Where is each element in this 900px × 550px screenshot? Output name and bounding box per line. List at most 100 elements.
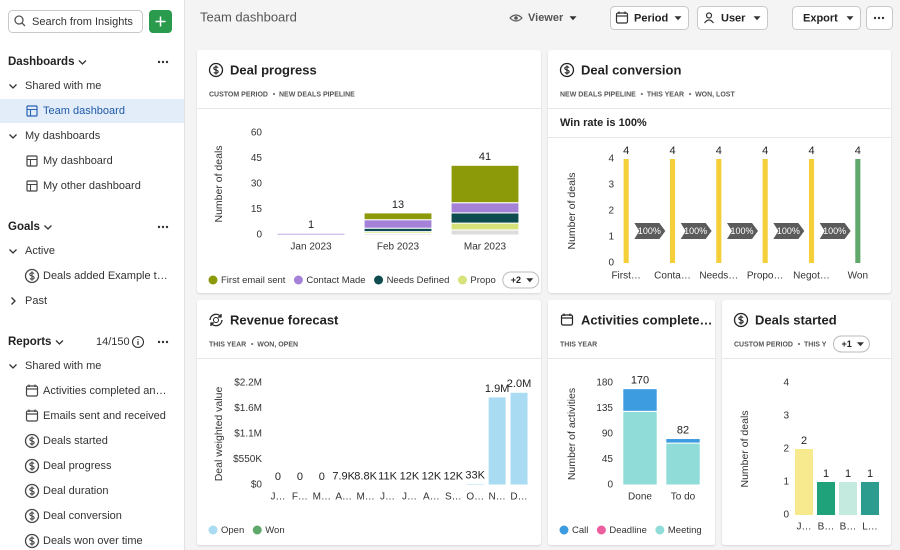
card: Activities complete…THIS YEAR04590135180… [548,300,715,545]
section-title[interactable]: Reports [8,336,51,348]
tag-separator [689,93,691,95]
nav-item[interactable]: Deal conversion [43,510,122,522]
legend-label[interactable]: Won [265,525,284,536]
tag-separator [798,343,800,345]
icon [565,65,569,74]
more-dot [162,61,164,63]
more-chip-label[interactable]: +2 [511,275,521,285]
legend-swatch [458,276,467,285]
y-axis-label: Number of deals [566,172,578,249]
legend-label[interactable]: Meeting [668,525,702,536]
sidebar: Search from Insights Dashboards Shared wit… [0,0,185,550]
y-axis-label: Number of deals [213,145,225,222]
icon [214,65,218,74]
nav-item[interactable]: Deals added Example t… [43,270,168,282]
section-title[interactable]: Dashboards [8,56,74,68]
nav-item[interactable]: My other dashboard [43,180,141,192]
value-label: 4 [669,145,675,157]
legend-label[interactable]: Needs Defined [387,275,450,286]
x-tick-label: Jan 2023 [290,242,332,253]
icon [210,314,222,326]
chart-title: Deal progress [230,62,317,77]
group-label[interactable]: Shared with me [25,360,101,372]
x-tick-label: F… [292,492,308,503]
more-dot [166,226,168,228]
more-chip-label[interactable]: +1 [841,339,851,349]
y-tick-label: 0 [607,480,613,491]
chart-title: Activities complete… [581,312,713,327]
icon [514,16,518,20]
group-label[interactable]: Shared with me [25,80,101,92]
nav-item[interactable]: Emails sent and received [43,410,166,422]
value-label: 11K [378,470,397,482]
conversion-label: 100% [730,226,753,236]
legend-label[interactable]: Deadline [609,525,647,536]
legend-swatch [294,276,303,285]
more-dot [874,17,876,19]
tag-separator [641,93,643,95]
value-label: 41 [479,151,491,163]
x-tick-label: J… [402,492,417,503]
legend-swatch [209,276,218,285]
bar-segment [400,484,418,485]
y-tick-label: $2.2M [234,378,262,389]
chart-title: Deal conversion [581,62,681,77]
value-label: 33K [465,469,485,481]
top-bar: Team dashboardViewerPeriodUserExport [185,0,900,40]
y-tick-label: 3 [608,180,614,191]
bar [670,159,675,263]
group-label[interactable]: Past [25,295,47,307]
value-label: 4 [808,145,814,157]
group-label[interactable]: Active [25,245,55,257]
conversion-label: 100% [823,226,846,236]
legend-swatch [597,526,606,535]
legend-label[interactable]: First email sent [221,275,286,286]
group-label[interactable]: My dashboards [25,130,101,142]
export-button[interactable]: Export [803,12,838,24]
value-label: 1.9M [485,383,509,395]
y-tick-label: 135 [596,403,613,414]
y-tick-label: 0 [256,230,262,241]
viewer-button[interactable]: Viewer [528,12,564,24]
search-placeholder[interactable]: Search from Insights [32,16,133,28]
nav-item[interactable]: Deals won over time [43,535,143,547]
card: Deal conversionNEW DEALS PIPELINETHIS YE… [548,50,891,293]
bar [861,482,879,515]
period-button[interactable]: Period [634,12,668,24]
bar [809,159,814,263]
chart: Deals startedCUSTOM PERIODTHIS Y+101234N… [722,300,891,545]
legend-swatch [209,526,218,535]
x-tick-label: J… [270,492,285,503]
legend-label[interactable]: Call [572,525,588,536]
y-tick-label: 2 [608,206,614,217]
nav-item[interactable]: My dashboard [43,155,113,167]
nav-item[interactable]: Deal progress [43,460,112,472]
legend-label[interactable]: Open [221,525,244,536]
x-tick-label: D… [510,492,527,503]
bar-segment [623,411,657,485]
legend-label[interactable]: Propo [470,275,495,286]
chart: Revenue forecastTHIS YEARWON, OPEN$0$550… [197,300,541,545]
nav-item[interactable]: Team dashboard [43,105,125,117]
nav-item[interactable]: Deal duration [43,485,108,497]
tag: THIS YEAR [209,341,246,348]
legend-label[interactable]: Contact Made [306,275,365,286]
nav-item[interactable]: Deals started [43,435,108,447]
legend-swatch [253,526,262,535]
bar-segment [666,439,700,444]
section-title[interactable]: Goals [8,221,40,233]
user-button[interactable]: User [721,12,746,24]
value-label: 82 [677,424,689,436]
value-label: 12K [400,470,420,482]
x-tick-label: J… [380,492,395,503]
tag: NEW DEALS PIPELINE [279,91,355,98]
more-dot [882,17,884,19]
tag: CUSTOM PERIOD [209,91,268,98]
nav-item[interactable]: Activities completed an… [43,385,167,397]
x-tick-label: Done [628,492,652,503]
x-tick-label: Won [848,271,868,282]
card: Revenue forecastTHIS YEARWON, OPEN$0$550… [197,300,541,545]
x-tick-label: M… [356,492,374,503]
y-tick-label: $1.6M [234,403,262,414]
y-tick-label: 15 [251,204,263,215]
